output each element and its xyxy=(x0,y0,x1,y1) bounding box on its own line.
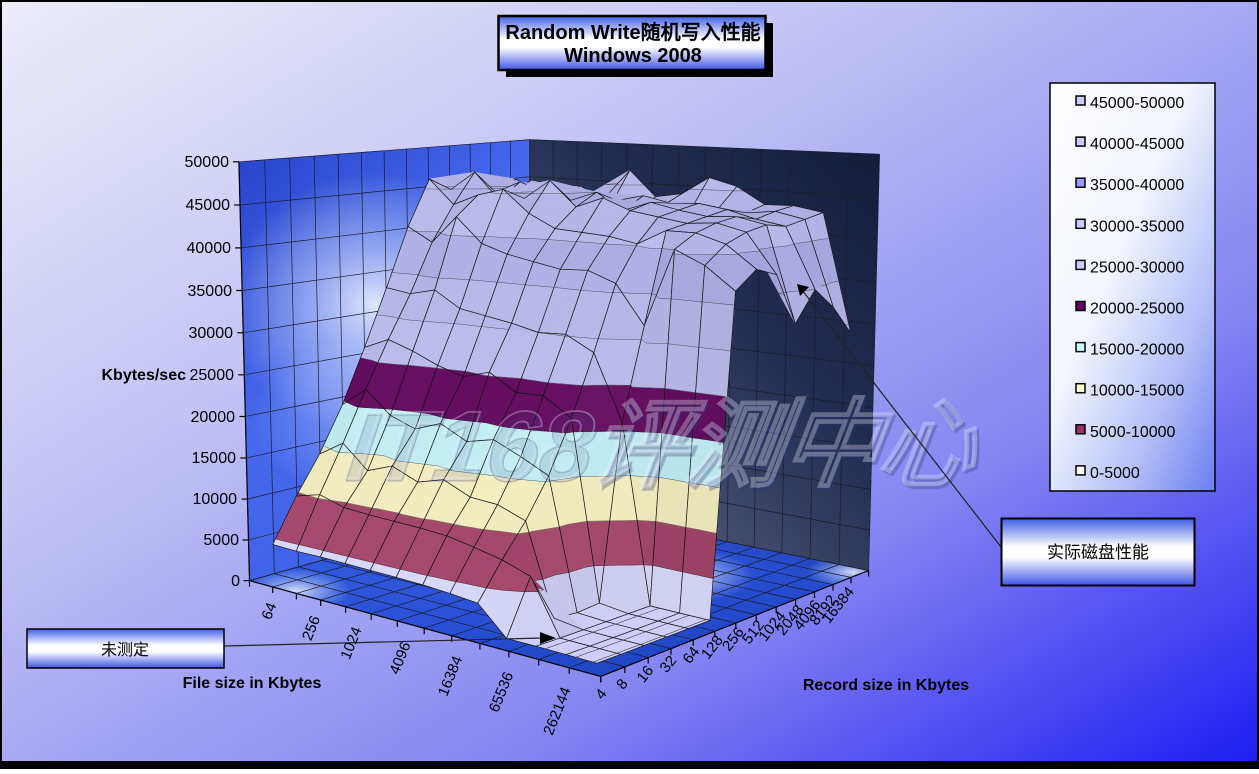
svg-text:Record size in Kbytes: Record size in Kbytes xyxy=(803,677,969,694)
svg-text:0-5000: 0-5000 xyxy=(1090,465,1140,482)
svg-text:Windows 2008: Windows 2008 xyxy=(564,45,702,67)
svg-text:35000-40000: 35000-40000 xyxy=(1090,177,1184,194)
svg-text:45000: 45000 xyxy=(186,197,231,214)
svg-text:40000: 40000 xyxy=(187,240,232,257)
svg-text:IT168评测中心: IT168评测中心 xyxy=(339,392,986,498)
svg-text:实际磁盘性能: 实际磁盘性能 xyxy=(1047,543,1149,562)
svg-text:25000-30000: 25000-30000 xyxy=(1090,259,1184,276)
svg-text:35000: 35000 xyxy=(188,283,233,300)
svg-text:0: 0 xyxy=(231,573,240,590)
svg-text:5000: 5000 xyxy=(203,532,239,549)
svg-text:File size in Kbytes: File size in Kbytes xyxy=(183,675,322,692)
svg-text:10000: 10000 xyxy=(193,491,238,508)
svg-text:45000-50000: 45000-50000 xyxy=(1090,95,1184,112)
svg-text:25000: 25000 xyxy=(190,367,235,384)
svg-text:15000-20000: 15000-20000 xyxy=(1090,342,1184,359)
svg-text:30000-35000: 30000-35000 xyxy=(1090,218,1184,235)
svg-text:未测定: 未测定 xyxy=(101,641,149,659)
svg-text:20000: 20000 xyxy=(191,409,236,426)
svg-text:Kbytes/sec: Kbytes/sec xyxy=(102,367,187,384)
svg-text:5000-10000: 5000-10000 xyxy=(1090,424,1176,441)
svg-text:15000: 15000 xyxy=(192,450,237,467)
svg-text:Random Write随机写入性能: Random Write随机写入性能 xyxy=(505,20,760,44)
svg-text:50000: 50000 xyxy=(185,154,230,171)
svg-text:40000-45000: 40000-45000 xyxy=(1090,136,1184,153)
svg-text:20000-25000: 20000-25000 xyxy=(1090,301,1184,318)
svg-text:10000-15000: 10000-15000 xyxy=(1090,383,1184,400)
svg-text:30000: 30000 xyxy=(189,325,234,342)
